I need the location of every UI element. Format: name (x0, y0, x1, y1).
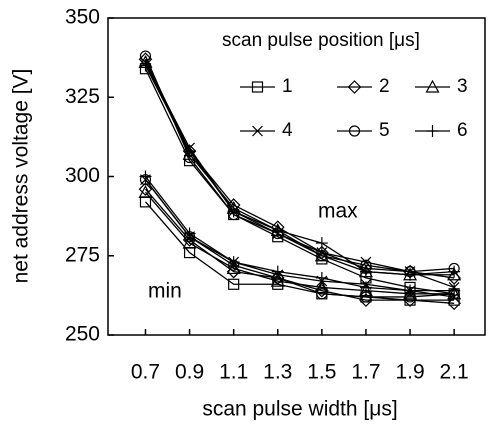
legend-label: 4 (282, 120, 293, 141)
x-tick-label: 1.1 (219, 361, 248, 384)
marker (359, 265, 372, 278)
marker (403, 293, 417, 307)
legend-label: 3 (457, 76, 468, 97)
x-tick-label: 1.3 (263, 361, 292, 384)
marker (271, 224, 284, 237)
legend-marker (347, 80, 362, 94)
line (144, 179, 455, 298)
y-axis-label: net address voltage [V] (10, 69, 33, 284)
legend-marker (252, 125, 263, 137)
x-tick-label: 1.9 (395, 361, 424, 384)
marker (316, 250, 328, 262)
x-tick-label: 2.1 (440, 361, 469, 384)
marker (183, 227, 196, 240)
y-tick-label: 300 (65, 164, 100, 187)
line (144, 191, 455, 295)
marker (139, 170, 152, 183)
marker (316, 288, 328, 300)
legend-marker (348, 125, 361, 137)
y-tick-label: 250 (65, 323, 100, 346)
y-tick-label: 325 (65, 85, 100, 108)
legend-marker (425, 79, 440, 93)
line (144, 68, 455, 295)
marker (138, 182, 153, 197)
annotation: max (318, 200, 358, 223)
x-tick-label: 1.7 (351, 361, 380, 384)
legend-label: 2 (379, 76, 390, 97)
legend-title: scan pulse position [μs] (222, 30, 420, 51)
annotation: min (148, 280, 182, 303)
marker (138, 185, 153, 198)
marker (271, 265, 284, 278)
marker (314, 280, 329, 294)
marker (270, 273, 285, 287)
marker (359, 293, 373, 307)
marker (226, 261, 241, 275)
line (144, 65, 455, 276)
line (144, 176, 455, 292)
legend-marker (426, 125, 439, 137)
marker (227, 205, 240, 218)
marker (315, 237, 328, 250)
legend-label: 1 (282, 76, 293, 97)
y-tick-label: 350 (65, 6, 100, 29)
marker (404, 284, 417, 297)
line (144, 55, 455, 273)
marker (315, 271, 328, 284)
marker (358, 283, 373, 297)
marker (447, 267, 462, 281)
x-tick-label: 0.9 (175, 361, 204, 384)
x-tick-label: 1.5 (307, 361, 336, 384)
x-axis-label: scan pulse width [μs] (202, 398, 397, 421)
marker (448, 265, 461, 278)
marker (359, 281, 372, 294)
marker (227, 256, 240, 269)
marker (404, 268, 417, 281)
legend-label: 5 (379, 120, 390, 141)
y-tick-label: 275 (65, 243, 100, 266)
legend-marker (251, 81, 264, 93)
marker (228, 278, 240, 290)
marker (182, 235, 197, 249)
marker (183, 145, 196, 158)
legend-label: 6 (457, 120, 468, 141)
marker (448, 284, 461, 297)
marker (139, 59, 152, 72)
x-tick-label: 0.7 (131, 361, 160, 384)
